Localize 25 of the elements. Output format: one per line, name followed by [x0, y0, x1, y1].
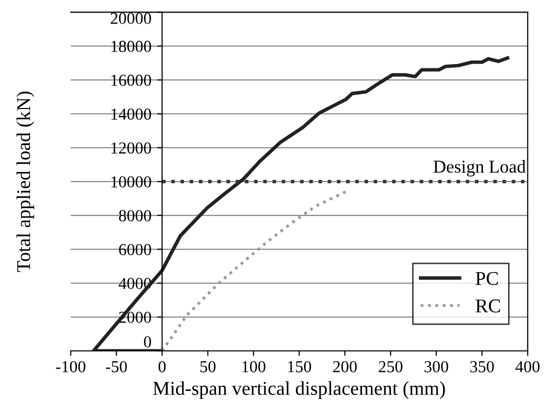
y-axis-title: Total applied load (kN) — [16, 92, 34, 272]
x-tick-label: 350 — [470, 361, 494, 372]
x-tick-label: -50 — [106, 361, 127, 372]
x-tick-label: 250 — [378, 361, 402, 372]
x-tick-label: -100 — [56, 361, 86, 372]
x-tick-label: 400 — [516, 361, 540, 372]
x-axis-title: Mid-span vertical displacement (mm) — [153, 381, 445, 399]
x-tick-label: 150 — [288, 361, 312, 372]
y-tick-label: 10000 — [111, 176, 152, 188]
x-tick-label: 300 — [424, 361, 448, 372]
y-tick-label: 16000 — [111, 74, 152, 86]
x-tick-label: 200 — [333, 361, 357, 372]
y-tick-label: 6000 — [119, 244, 152, 256]
y-tick-label: 14000 — [111, 108, 152, 120]
x-tick-label: 50 — [200, 361, 216, 372]
legend-label: PC — [476, 272, 498, 286]
y-tick-label: 0 — [144, 336, 152, 348]
legend-label: RC — [476, 299, 500, 312]
x-tick-label: 0 — [158, 361, 166, 372]
ref-line-label: Design Load — [434, 160, 526, 176]
x-tick-label: 100 — [242, 361, 266, 372]
y-tick-label: 18000 — [111, 40, 152, 52]
y-tick-label: 8000 — [118, 210, 152, 222]
y-tick-label: 20000 — [110, 12, 152, 24]
y-tick-label: 12000 — [111, 142, 152, 154]
